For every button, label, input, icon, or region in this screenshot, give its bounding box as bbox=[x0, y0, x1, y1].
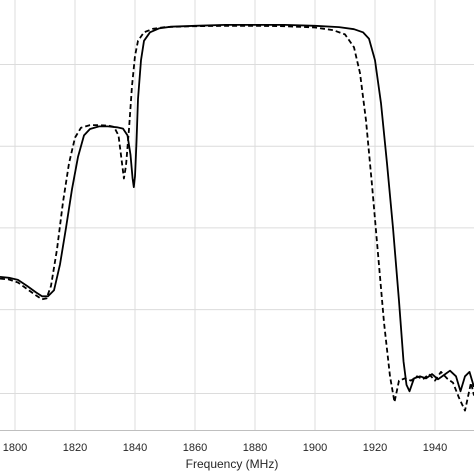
x-tick-label-1920: 1920 bbox=[363, 442, 387, 454]
x-tick-label-1800: 1800 bbox=[3, 442, 27, 454]
chart-grid bbox=[0, 0, 474, 431]
x-axis-label: Frequency (MHz) bbox=[186, 457, 279, 471]
x-tick-label-1820: 1820 bbox=[63, 442, 87, 454]
chart-series-layer bbox=[0, 24, 474, 412]
x-tick-label-1880: 1880 bbox=[243, 442, 267, 454]
series-line-dashed bbox=[0, 24, 474, 412]
x-tick-label-1940: 1940 bbox=[423, 442, 447, 454]
x-tick-label-1900: 1900 bbox=[303, 442, 327, 454]
x-tick-labels: 1800 1820 1840 1860 1880 1900 1920 1940 bbox=[3, 442, 447, 454]
x-tick-label-1840: 1840 bbox=[123, 442, 147, 454]
x-tick-label-1860: 1860 bbox=[183, 442, 207, 454]
series-line-solid bbox=[0, 24, 474, 393]
